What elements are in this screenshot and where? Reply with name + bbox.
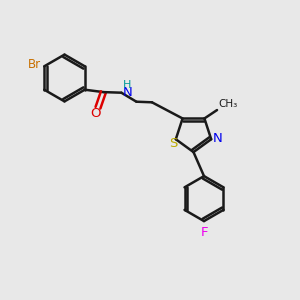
Text: N: N	[212, 131, 222, 145]
Text: Br: Br	[28, 58, 41, 71]
Text: F: F	[200, 226, 208, 239]
Text: O: O	[91, 106, 101, 120]
Text: CH₃: CH₃	[218, 99, 238, 109]
Text: H: H	[123, 80, 131, 90]
Text: N: N	[123, 85, 132, 99]
Text: S: S	[169, 137, 178, 150]
